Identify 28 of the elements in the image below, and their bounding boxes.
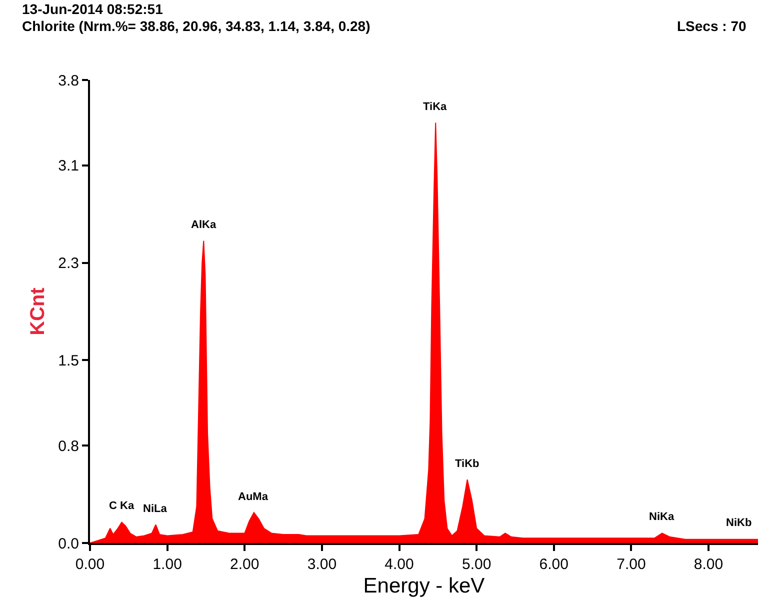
annotation: NiLa (143, 503, 168, 515)
x-tick-label: 6.00 (539, 556, 568, 573)
x-tick-label: 0.00 (75, 556, 105, 573)
x-axis-title: Energy - keV (363, 574, 485, 598)
chart-subtitle: Chlorite (Nrm.%= 38.86, 20.96, 34.83, 1.14, 3.84, 0.28) (22, 18, 370, 34)
x-tick-label: 5.00 (462, 556, 492, 573)
annotation: NiKa (649, 511, 675, 523)
y-axis-title: KCnt (27, 287, 50, 336)
x-tick-label: 2.00 (230, 556, 260, 573)
x-tick-label: 3.00 (307, 556, 337, 573)
y-tick-label: 3.1 (58, 158, 79, 175)
y-tick-label: 0.8 (58, 438, 79, 455)
annotation: NiKb (726, 517, 752, 529)
y-tick-label: 1.5 (58, 352, 79, 370)
annotation: TiKa (423, 101, 448, 113)
y-tick-label: 0.0 (58, 535, 79, 552)
x-tick-label: 7.00 (616, 556, 646, 573)
text: LSecs : 70 (677, 18, 746, 34)
x-tick-label: 1.00 (152, 556, 182, 573)
annotation: AuMa (238, 491, 269, 503)
x-tick-label: 8.00 (694, 556, 724, 573)
annotation: C Ka (109, 500, 135, 512)
y-tick-label: 3.8 (58, 72, 79, 90)
y-tick-label: 2.3 (58, 255, 79, 272)
x-tick-label: 4.00 (384, 556, 414, 573)
annotation: AlKa (191, 219, 217, 231)
chart-title: 13-Jun-2014 08:52:51 (22, 1, 164, 17)
annotation: TiKb (455, 458, 480, 470)
